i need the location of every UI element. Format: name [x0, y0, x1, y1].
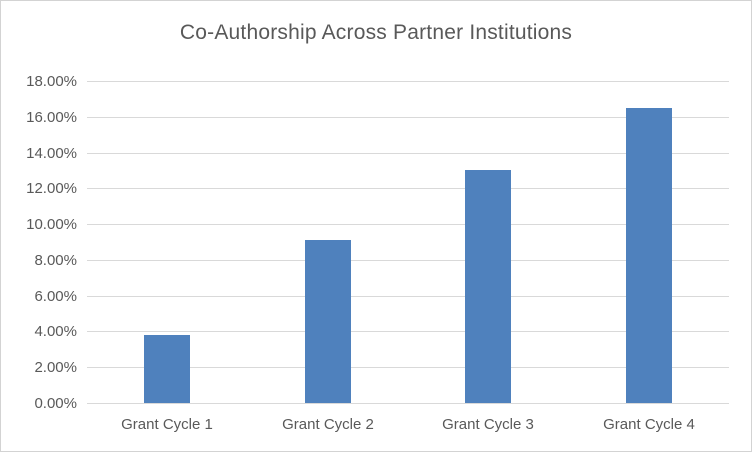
bar: [305, 240, 351, 403]
y-axis-tick-label: 16.00%: [26, 109, 77, 126]
x-axis-line: [87, 403, 729, 404]
bar: [626, 108, 672, 403]
gridline: [87, 260, 729, 261]
y-axis-tick-label: 14.00%: [26, 145, 77, 162]
y-axis-tick-label: 12.00%: [26, 180, 77, 197]
plot-area: [87, 81, 729, 404]
gridline: [87, 188, 729, 189]
x-axis-category-label: Grant Cycle 1: [121, 416, 213, 433]
bar: [465, 170, 511, 403]
x-axis-category-label: Grant Cycle 2: [282, 416, 374, 433]
bar: [144, 335, 190, 403]
chart-title: Co-Authorship Across Partner Institution…: [179, 21, 573, 44]
gridline: [87, 153, 729, 154]
y-axis-tick-label: 2.00%: [34, 359, 77, 376]
gridline: [87, 117, 729, 118]
y-axis-tick-label: 18.00%: [26, 73, 77, 90]
gridline: [87, 367, 729, 368]
y-axis-tick-label: 10.00%: [26, 216, 77, 233]
y-axis-tick-label: 8.00%: [34, 252, 77, 269]
y-axis-tick-label: 0.00%: [34, 395, 77, 412]
gridline: [87, 81, 729, 82]
y-axis-tick-label: 4.00%: [34, 323, 77, 340]
gridline: [87, 224, 729, 225]
gridline: [87, 331, 729, 332]
gridline: [87, 296, 729, 297]
y-axis-tick-label: 6.00%: [34, 288, 77, 305]
x-axis-category-label: Grant Cycle 3: [442, 416, 534, 433]
x-axis-category-label: Grant Cycle 4: [603, 416, 695, 433]
